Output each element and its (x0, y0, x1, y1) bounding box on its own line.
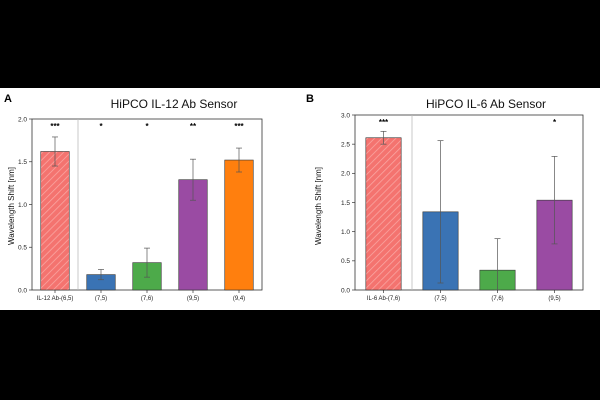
chart-a-ylabel: Wavelength Shift [nm] (7, 167, 16, 245)
chart-a-bar (224, 159, 254, 291)
chart-b-category-label: (7,5) (434, 296, 446, 302)
chart-b-ylabel: Wavelength Shift [nm] (314, 167, 323, 245)
chart-a-bar (40, 151, 70, 291)
chart-a-category-label: IL-12 Ab-(6,5) (37, 296, 74, 302)
chart-b-ytick-label: 0.5 (341, 258, 350, 265)
chart-a-category-label: (9,4) (233, 296, 245, 302)
chart-a-ytick-label: 1.5 (18, 159, 27, 166)
chart-b-bar (365, 137, 402, 291)
chart-a-significance-label: * (145, 122, 149, 131)
chart-a-significance-label: ** (190, 122, 197, 131)
panel-letter-a: A (4, 93, 12, 105)
chart-a: A HiPCO IL-12 Ab Sensor Wavelength Shift… (4, 93, 263, 302)
figure-svg: A HiPCO IL-12 Ab Sensor Wavelength Shift… (4, 93, 584, 302)
chart-b-significance-label: * (553, 118, 557, 127)
chart-b-plot-area: 0.0 0.5 1.0 1.5 2.0 2.5 3.0 IL-6 Ab-(7,6) *** (7,… (341, 112, 584, 302)
chart-a-significance-label: * (99, 122, 103, 131)
chart-a-plot-area: 0.00.51.01.52.0IL-12 Ab-(6,5)***(7,5)*(7… (18, 116, 263, 302)
chart-a-ytick-label: 2.0 (18, 116, 27, 123)
chart-a-category-label: (7,5) (95, 296, 107, 302)
chart-a-ytick-label: 0.0 (18, 287, 27, 294)
chart-b-ytick-label: 0.0 (341, 287, 350, 294)
chart-a-category-label: (9,5) (187, 296, 199, 302)
chart-b-ytick-label: 2.0 (341, 171, 350, 178)
chart-b: B HiPCO IL-6 Ab Sensor Wavelength Shift … (306, 93, 584, 302)
chart-a-category-label: (7,6) (141, 296, 153, 302)
chart-b-category-label: (9,5) (548, 296, 560, 302)
chart-a-title: HiPCO IL-12 Ab Sensor (111, 97, 238, 111)
chart-a-significance-label: *** (234, 122, 244, 131)
chart-a-significance-label: *** (50, 122, 60, 131)
chart-a-ytick-label: 1.0 (18, 202, 27, 209)
chart-b-ytick-label: 1.5 (341, 200, 350, 207)
chart-b-ytick-label: 1.0 (341, 229, 350, 236)
chart-b-ytick-label: 3.0 (341, 112, 350, 119)
chart-a-ytick-label: 0.5 (18, 245, 27, 252)
chart-b-ytick-label: 2.5 (341, 141, 350, 148)
chart-b-significance-label: *** (379, 118, 389, 127)
panel-letter-b: B (306, 93, 314, 105)
chart-b-category-label: IL-6 Ab-(7,6) (367, 296, 400, 302)
figure-panel: A HiPCO IL-12 Ab Sensor Wavelength Shift… (0, 88, 600, 310)
chart-b-category-label: (7,6) (491, 296, 503, 302)
chart-b-title: HiPCO IL-6 Ab Sensor (426, 97, 546, 111)
